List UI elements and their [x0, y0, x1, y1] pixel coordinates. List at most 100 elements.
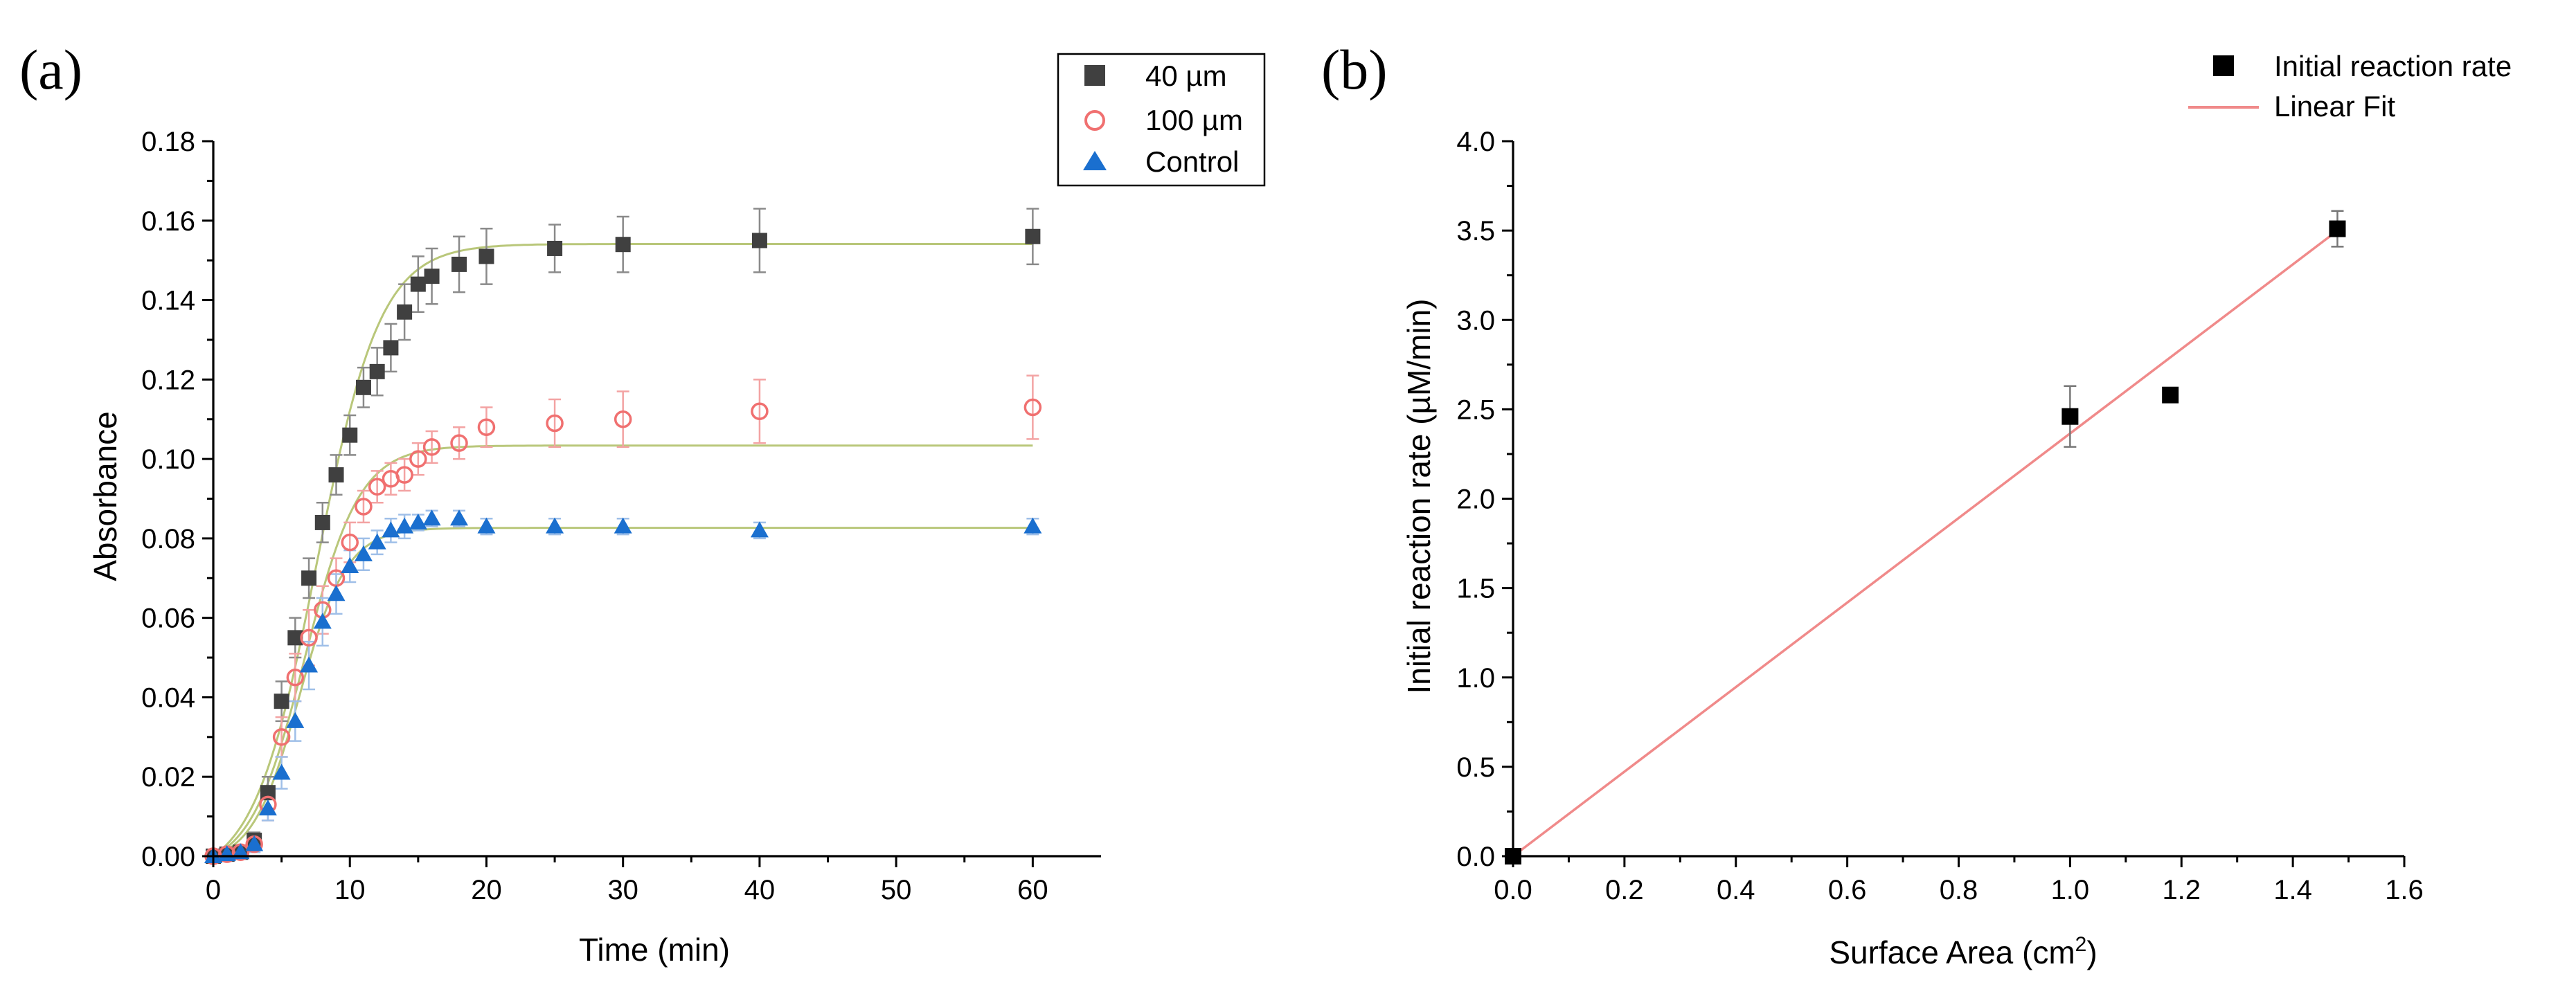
y-tick-label: 3.5 — [1456, 216, 1495, 246]
legend-marker-control — [1083, 151, 1107, 170]
y-tick-label: 0.16 — [141, 206, 195, 237]
point-100-um — [477, 418, 496, 436]
y-tick-label: 3.0 — [1456, 305, 1495, 336]
point-control — [382, 521, 400, 538]
legend-marker-40um — [1084, 65, 1105, 86]
y-tick-label: 2.5 — [1456, 395, 1495, 425]
y-tick-label: 0.5 — [1456, 752, 1495, 783]
point-control — [368, 533, 386, 550]
point-100-um — [368, 478, 386, 496]
legend-label-control: Control — [1145, 145, 1239, 178]
point-control — [422, 509, 441, 526]
point-40-um — [301, 570, 317, 586]
point-initial-rate — [2162, 386, 2179, 404]
point-40-um — [274, 694, 289, 709]
point-100-um — [286, 669, 305, 687]
y-tick-label: 0.12 — [141, 365, 195, 395]
y-axis-title: Absorbance — [87, 411, 123, 581]
point-100-um — [422, 438, 441, 456]
legend-label-linear-fit: Linear Fit — [2274, 90, 2395, 123]
point-initial-rate — [2329, 220, 2346, 237]
point-40-um — [369, 363, 385, 379]
point-40-um — [615, 237, 631, 253]
panel-a-label: (a) — [19, 38, 82, 101]
point-40-um — [342, 427, 358, 443]
point-control — [546, 517, 564, 534]
point-40-um — [397, 304, 413, 320]
point-40-um — [287, 630, 303, 646]
point-control — [409, 513, 427, 529]
legend: 40 µm 100 µm Control — [1057, 53, 1266, 187]
y-tick-label: 0.00 — [141, 842, 195, 872]
x-axis-title-main: Surface Area (cm — [1829, 934, 2075, 970]
x-tick-label: 60 — [1017, 875, 1048, 905]
y-tick-label: 0.10 — [141, 444, 195, 475]
x-tick-label: 0.0 — [1494, 875, 1532, 905]
point-100-um — [355, 498, 373, 516]
legend-marker-100um — [1084, 110, 1105, 131]
point-100-um — [409, 450, 427, 468]
y-tick-label: 0.04 — [141, 682, 195, 713]
point-control — [750, 521, 769, 538]
point-control — [395, 517, 414, 534]
linear-fit-line — [1512, 229, 2338, 858]
point-40-um — [751, 233, 767, 248]
panel-b-reaction-rate-chart: (b) 0.0 0.2 0.4 0.6 0.8 1.0 1.2 1.4 1.6 0.0 0.5 1.0… — [1321, 38, 2512, 970]
point-40-um — [1025, 228, 1041, 244]
point-40-um — [383, 340, 399, 356]
x-tick-label: 0 — [206, 875, 221, 905]
point-control — [354, 545, 373, 561]
point-control — [1023, 517, 1042, 534]
y-tick-label: 0.06 — [141, 604, 195, 634]
point-40-um — [410, 276, 426, 292]
y-tick-label: 0.18 — [141, 127, 195, 157]
x-tick-label: 10 — [334, 875, 366, 905]
point-control — [450, 509, 469, 526]
legend-marker-initial-rate — [2213, 55, 2234, 76]
y-tick-label: 2.0 — [1456, 485, 1495, 515]
x-tick-label: 0.8 — [1940, 875, 1978, 905]
point-control — [341, 557, 359, 574]
x-tick-label: 0.4 — [1717, 875, 1755, 905]
x-tick-label: 20 — [471, 875, 502, 905]
x-tick-label: 40 — [744, 875, 776, 905]
point-40-um — [547, 240, 563, 256]
y-tick-label: 0.02 — [141, 762, 195, 793]
point-100-um — [614, 410, 632, 428]
y-tick-label: 4.0 — [1456, 127, 1495, 157]
point-control — [258, 799, 277, 816]
point-40-um — [478, 248, 494, 264]
y-axis-title: Initial reaction rate (µM/min) — [1401, 298, 1437, 694]
point-40-um — [260, 785, 276, 801]
point-100-um — [395, 466, 413, 484]
point-100-um — [1023, 398, 1042, 417]
y-tick-label: 0.08 — [141, 524, 195, 554]
panel-b-label: (b) — [1321, 38, 1388, 101]
point-40-um — [424, 269, 440, 284]
x-tick-label: 30 — [607, 875, 638, 905]
point-control — [614, 517, 632, 534]
point-control — [286, 712, 305, 728]
x-axis-title: Surface Area (cm2) — [1829, 933, 2097, 970]
y-tick-label: 1.5 — [1456, 574, 1495, 604]
y-tick-label: 0.0 — [1456, 842, 1495, 872]
point-100-um — [751, 402, 769, 420]
x-axis-title-end: ) — [2086, 934, 2097, 970]
point-control — [245, 835, 264, 851]
x-tick-label: 1.4 — [2273, 875, 2312, 905]
point-initial-rate — [2061, 408, 2079, 425]
point-control — [327, 585, 346, 601]
x-tick-label: 1.0 — [2051, 875, 2090, 905]
y-tick-label: 0.14 — [141, 286, 195, 316]
x-tick-label: 50 — [881, 875, 912, 905]
legend: Initial reaction rate Linear Fit — [2188, 50, 2512, 123]
point-40-um — [355, 379, 371, 395]
point-100-um — [341, 533, 359, 552]
legend-label-initial-rate: Initial reaction rate — [2274, 50, 2512, 82]
legend-label-40um: 40 µm — [1145, 60, 1227, 92]
point-control — [477, 517, 496, 534]
x-tick-label: 0.2 — [1605, 875, 1644, 905]
panel-a-absorbance-chart: (a) 0 10 20 30 40 50 60 0.00 0.02 0.04 0.06 0.08 0.1… — [19, 38, 1266, 968]
x-axis-title-superscript: 2 — [2075, 933, 2087, 956]
